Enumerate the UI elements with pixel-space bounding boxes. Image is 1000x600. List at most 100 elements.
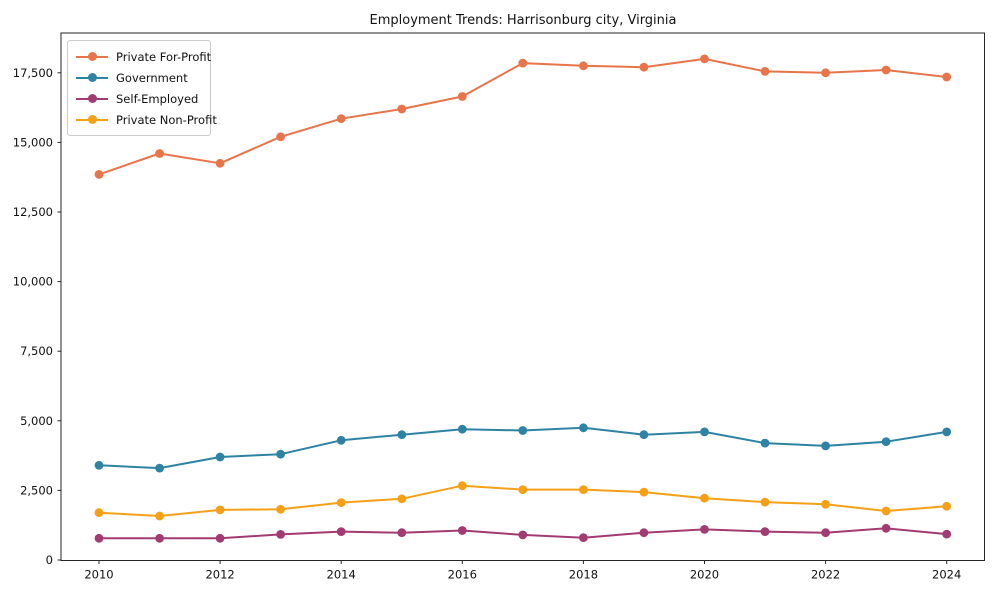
data-point-government-2015 — [397, 430, 407, 440]
data-point-government-2024 — [942, 427, 952, 437]
data-point-private-non-profit-2021 — [760, 497, 770, 507]
data-point-private-for-profit-2012 — [215, 158, 225, 168]
data-point-self-employed-2011 — [155, 533, 165, 543]
x-tick-label: 2014 — [327, 568, 356, 582]
data-point-private-for-profit-2020 — [700, 54, 709, 64]
data-point-government-2016 — [457, 424, 467, 434]
data-point-private-for-profit-2015 — [397, 104, 407, 114]
legend-dot-icon — [87, 52, 97, 61]
y-tick-label: 10,000 — [13, 275, 53, 289]
x-tick-label: 2010 — [84, 568, 113, 582]
data-point-private-non-profit-2011 — [155, 511, 165, 521]
data-point-self-employed-2019 — [639, 528, 649, 538]
data-point-government-2023 — [881, 437, 891, 447]
y-tick-label: 15,000 — [13, 135, 53, 149]
data-point-private-for-profit-2017 — [518, 58, 528, 68]
data-point-private-for-profit-2024 — [942, 72, 952, 82]
data-point-government-2021 — [760, 438, 770, 448]
data-point-self-employed-2015 — [397, 528, 407, 538]
legend-item-self-employed: Self-Employed — [76, 88, 202, 109]
legend-label: Self-Employed — [116, 91, 199, 106]
legend-dot-icon — [87, 73, 97, 82]
data-point-private-non-profit-2013 — [276, 504, 285, 514]
data-point-private-for-profit-2013 — [276, 132, 285, 142]
data-point-private-for-profit-2010 — [94, 170, 104, 179]
x-tick-label: 2020 — [690, 568, 719, 582]
data-point-self-employed-2014 — [336, 527, 346, 536]
data-point-self-employed-2023 — [881, 523, 891, 533]
legend-dot-icon — [87, 115, 97, 124]
y-tick-label: 0 — [46, 553, 53, 567]
data-point-government-2014 — [336, 435, 346, 445]
data-point-private-non-profit-2018 — [579, 485, 588, 494]
legend-label: Private Non-Profit — [116, 112, 217, 127]
legend-item-private-for-profit: Private For-Profit — [76, 46, 211, 67]
data-point-private-for-profit-2019 — [639, 62, 649, 72]
data-point-government-2017 — [518, 426, 528, 435]
legend: Private For-Profit Government Self-Employe… — [67, 40, 217, 136]
data-point-self-employed-2013 — [276, 530, 285, 539]
data-point-government-2012 — [215, 452, 225, 462]
data-point-private-non-profit-2014 — [336, 498, 346, 507]
data-point-private-non-profit-2010 — [94, 508, 104, 518]
legend-label: Private For-Profit — [116, 49, 212, 64]
data-point-private-for-profit-2023 — [881, 65, 891, 75]
data-point-self-employed-2024 — [942, 529, 952, 539]
x-tick-label: 2022 — [811, 568, 840, 582]
data-point-private-for-profit-2011 — [155, 149, 165, 158]
data-point-private-non-profit-2020 — [700, 493, 709, 503]
data-point-government-2011 — [155, 463, 165, 473]
x-tick-label: 2018 — [569, 568, 598, 582]
y-tick-label: 5,000 — [20, 414, 53, 428]
data-point-government-2013 — [276, 449, 285, 459]
data-point-private-non-profit-2015 — [397, 494, 407, 504]
x-tick-label: 2016 — [448, 568, 477, 582]
y-tick-label: 17,500 — [13, 66, 53, 80]
data-point-private-for-profit-2021 — [760, 67, 770, 76]
data-point-private-non-profit-2012 — [215, 505, 225, 515]
data-point-government-2022 — [821, 441, 830, 451]
legend-line-marker-icon — [76, 73, 108, 82]
y-tick-label: 2,500 — [20, 483, 53, 497]
x-tick-label: 2012 — [205, 568, 234, 582]
data-point-government-2018 — [579, 423, 588, 433]
data-point-self-employed-2021 — [760, 527, 770, 536]
legend-line-marker-icon — [76, 115, 108, 124]
data-point-self-employed-2018 — [579, 533, 588, 543]
x-tick-label: 2024 — [932, 568, 961, 582]
legend-item-private-non-profit: Private Non-Profit — [76, 109, 217, 130]
data-point-private-for-profit-2018 — [579, 61, 588, 71]
data-point-private-non-profit-2024 — [942, 501, 952, 511]
data-point-self-employed-2020 — [700, 525, 709, 534]
legend-dot-icon — [87, 94, 97, 103]
data-point-self-employed-2010 — [94, 533, 104, 543]
data-point-government-2019 — [639, 430, 649, 440]
data-point-self-employed-2016 — [457, 526, 467, 535]
data-point-self-employed-2022 — [821, 528, 830, 538]
data-point-private-for-profit-2014 — [336, 114, 346, 124]
legend-item-government: Government — [76, 67, 202, 88]
series-layer — [94, 54, 952, 543]
data-point-private-non-profit-2016 — [457, 481, 467, 491]
data-point-private-for-profit-2022 — [821, 68, 830, 78]
series-line-private-for-profit — [98, 57, 948, 176]
x-axis: 2010 2012 2014 2016 2018 2020 2022 2024 — [84, 560, 961, 582]
y-tick-label: 12,500 — [13, 205, 53, 219]
legend-line-marker-icon — [76, 94, 108, 103]
data-point-private-for-profit-2016 — [457, 92, 467, 101]
legend-label: Government — [116, 70, 188, 85]
plot-area-border — [60, 32, 985, 561]
data-point-self-employed-2012 — [215, 533, 225, 543]
data-point-government-2020 — [700, 427, 709, 437]
y-axis: 0 2,500 5,000 7,500 10,000 12,500 15,000 17,500 — [13, 66, 61, 567]
chart-title: Employment Trends: Harrisonburg city, Vi… — [369, 13, 677, 28]
data-point-private-non-profit-2017 — [518, 485, 528, 494]
data-point-private-non-profit-2023 — [881, 506, 891, 516]
y-tick-label: 7,500 — [20, 344, 53, 358]
legend-line-marker-icon — [76, 52, 108, 61]
data-point-private-non-profit-2022 — [821, 499, 830, 509]
data-point-private-non-profit-2019 — [639, 487, 649, 497]
data-point-government-2010 — [94, 460, 104, 470]
